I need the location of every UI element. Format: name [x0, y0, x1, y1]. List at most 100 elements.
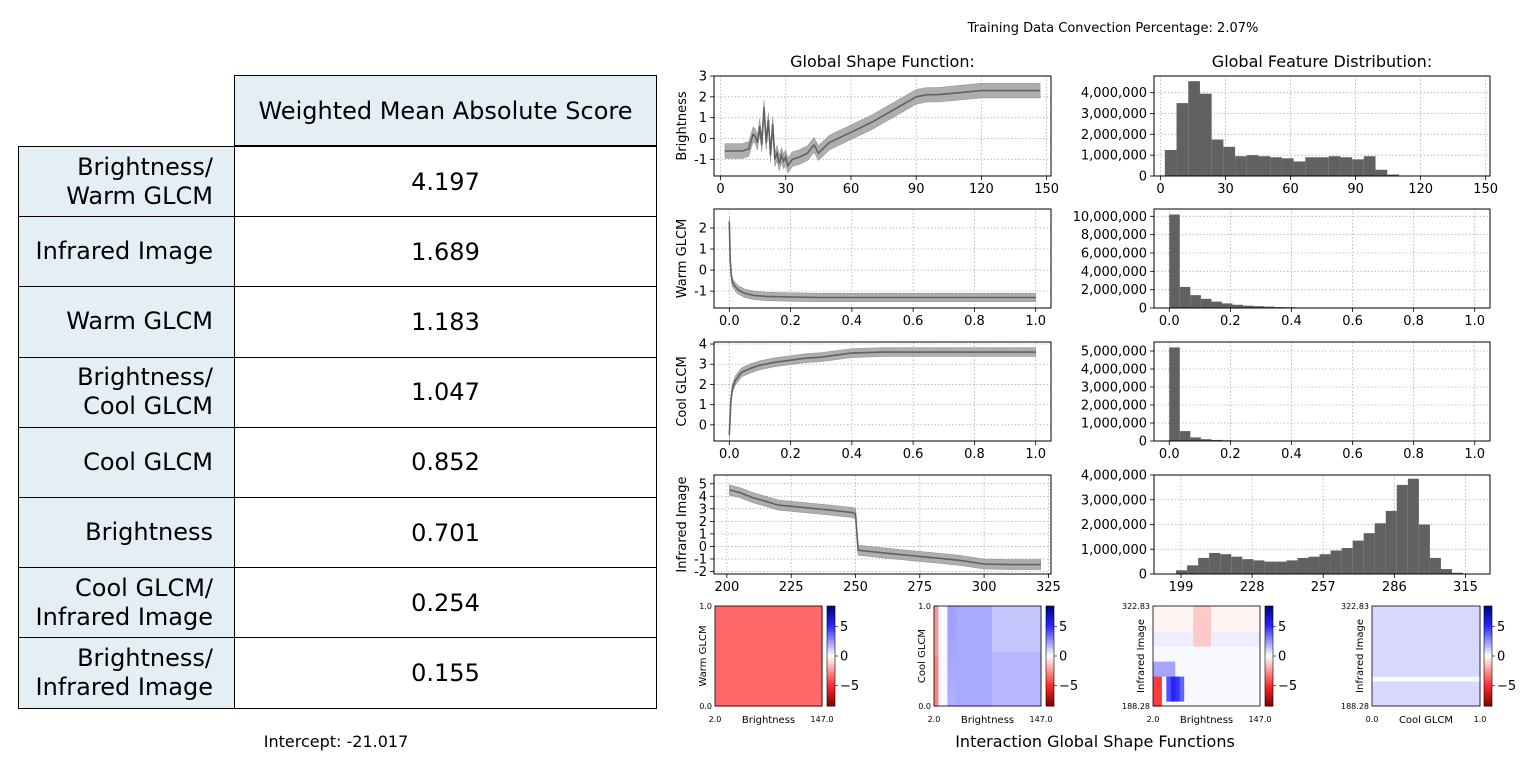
heatmap-cell	[1023, 661, 1029, 667]
colorbar-segment	[1265, 692, 1273, 695]
heatmap-cell	[750, 621, 756, 627]
heatmap-cell	[795, 696, 801, 702]
heatmap-cell	[786, 641, 792, 647]
heatmap-cell	[1471, 671, 1477, 677]
heatmap-cell	[1184, 701, 1190, 707]
heatmap-x-tick-label: 147.0	[1030, 715, 1053, 724]
heatmap-cell	[951, 631, 957, 637]
heatmap-cell	[1179, 646, 1185, 652]
heatmap-cell	[804, 701, 810, 707]
heatmap-cell	[951, 646, 957, 652]
heatmap-cell	[1462, 701, 1468, 707]
heatmap-cell	[983, 636, 989, 642]
heatmap-y-tick-label: 188.28	[1341, 702, 1369, 711]
heatmap-cell	[1009, 631, 1015, 637]
heatmap-cell	[1462, 681, 1468, 687]
heatmap-cell	[1032, 611, 1038, 617]
heatmap-cell	[781, 676, 787, 682]
heatmap-cell	[1430, 676, 1436, 682]
heatmap-cell	[934, 701, 940, 707]
heatmap-cell	[1453, 686, 1459, 692]
heatmap-cell	[1014, 671, 1020, 677]
heatmap-cell	[1390, 671, 1396, 677]
heatmap-cell	[1421, 616, 1427, 622]
colorbar-segment	[827, 664, 835, 667]
heatmap-cell	[1179, 676, 1185, 682]
heatmap-cell	[1014, 656, 1020, 662]
x-tick-label: 0.8	[964, 447, 985, 462]
heatmap-cell	[1444, 626, 1450, 632]
heatmap-cell	[1193, 646, 1199, 652]
x-tick-label: 0.4	[842, 447, 863, 462]
heatmap-cell	[1193, 626, 1199, 632]
x-tick-label: 120	[1408, 182, 1433, 197]
heatmap-cell	[732, 696, 738, 702]
heatmap-cell	[1018, 641, 1024, 647]
heatmap-cell	[804, 606, 810, 612]
heatmap-cell	[715, 696, 721, 702]
colorbar-segment	[1265, 690, 1273, 693]
heatmap-cell	[741, 651, 747, 657]
heatmap-cell	[786, 656, 792, 662]
heatmap-cell	[804, 681, 810, 687]
colorbar-segment	[1265, 624, 1273, 627]
colorbar-segment	[1046, 664, 1054, 667]
colorbar-segment	[827, 634, 835, 637]
heatmap-cell	[938, 666, 944, 672]
heatmap-cell	[1426, 646, 1432, 652]
heatmap-cell	[732, 686, 738, 692]
heatmap-cell	[795, 676, 801, 682]
heatmap-cell	[759, 701, 765, 707]
histogram-bar	[1169, 214, 1180, 308]
heatmap-cell	[1202, 611, 1208, 617]
heatmap-cell	[996, 701, 1002, 707]
heatmap-cell	[1430, 691, 1436, 697]
heatmap-cell	[1027, 636, 1033, 642]
heatmap-cell	[1237, 696, 1243, 702]
heatmap-cell	[947, 631, 953, 637]
heatmap-cell	[732, 636, 738, 642]
colorbar-tick-label: 0	[1278, 650, 1286, 665]
heatmap-cell	[1408, 646, 1414, 652]
colorbar-segment	[1265, 638, 1273, 641]
heatmap-cell	[1417, 681, 1423, 687]
heatmap-cell	[947, 641, 953, 647]
heatmap-cell	[1027, 696, 1033, 702]
heatmap-cell	[728, 606, 734, 612]
heatmap-cell	[942, 691, 948, 697]
heatmap-cell	[965, 696, 971, 702]
y-tick-label: 4	[699, 490, 707, 505]
heatmap-cell	[1233, 606, 1239, 612]
heatmap-cell	[1421, 671, 1427, 677]
heatmap-cell	[1439, 611, 1445, 617]
heatmap-cell	[1157, 641, 1163, 647]
colorbar-segment	[1265, 630, 1273, 633]
colorbar-segment	[1265, 618, 1273, 621]
heatmap-cell	[1376, 681, 1382, 687]
heatmap-cell	[969, 696, 975, 702]
heatmap-cell	[1018, 616, 1024, 622]
heatmap-cell	[1430, 656, 1436, 662]
colorbar-segment	[1046, 642, 1054, 645]
heatmap-cell	[956, 671, 962, 677]
heatmap-cell	[1000, 616, 1006, 622]
heatmap-cell	[719, 701, 725, 707]
heatmap-cell	[1184, 651, 1190, 657]
heatmap-cell	[974, 666, 980, 672]
heatmap-cell	[1372, 676, 1378, 682]
heatmap-cell	[1153, 641, 1159, 647]
heatmap-cell	[1390, 611, 1396, 617]
heatmap-cell	[1385, 606, 1391, 612]
heatmap-cell	[934, 661, 940, 667]
heatmap-cell	[1224, 611, 1230, 617]
heatmap-cell	[799, 651, 805, 657]
heatmap-cell	[1184, 611, 1190, 617]
heatmap-cell	[942, 606, 948, 612]
colorbar-segment	[1046, 660, 1054, 663]
heatmap-cell	[1210, 661, 1217, 667]
heatmap-cell	[817, 626, 823, 632]
heatmap-cell	[1466, 641, 1472, 647]
colorbar-segment	[1046, 606, 1054, 609]
heatmap-x-label: Cool GLCM	[1399, 715, 1453, 726]
heatmap-cell	[965, 666, 971, 672]
